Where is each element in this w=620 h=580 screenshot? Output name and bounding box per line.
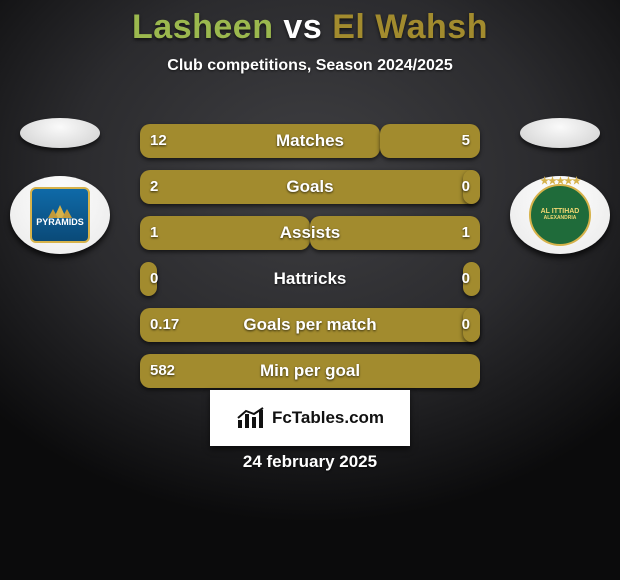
stat-row-assists: 1 Assists 1 [0,216,620,250]
stat-row-matches: 12 Matches 5 [0,124,620,158]
infographic-container: Lasheen vs El Wahsh Club competitions, S… [0,0,620,580]
stat-row-goals-per-match: 0.17 Goals per match 0 [0,308,620,342]
stat-label: Assists [0,216,620,250]
player1-name: Lasheen [132,8,273,46]
page-title: Lasheen vs El Wahsh [0,0,620,47]
stat-label: Goals [0,170,620,204]
subtitle: Club competitions, Season 2024/2025 [0,57,620,75]
stat-label: Matches [0,124,620,158]
stat-row-hattricks: 0 Hattricks 0 [0,262,620,296]
stat-label: Goals per match [0,308,620,342]
stat-value-right: 0 [462,262,470,296]
stat-label: Hattricks [0,262,620,296]
vs-text: vs [283,8,322,46]
player2-name: El Wahsh [332,8,488,46]
date-text: 24 february 2025 [0,452,620,472]
stats-area: 12 Matches 5 2 Goals 0 1 Assists 1 [0,118,620,400]
stat-row-goals: 2 Goals 0 [0,170,620,204]
brand-chart-icon [236,406,266,430]
stat-value-right: 1 [462,216,470,250]
stat-value-right: 0 [462,308,470,342]
stat-row-min-per-goal: 582 Min per goal [0,354,620,388]
stat-label: Min per goal [0,354,620,388]
stat-value-right: 0 [462,170,470,204]
stat-value-right: 5 [462,124,470,158]
brand-text: FcTables.com [272,408,384,428]
brand-box: FcTables.com [210,390,410,446]
